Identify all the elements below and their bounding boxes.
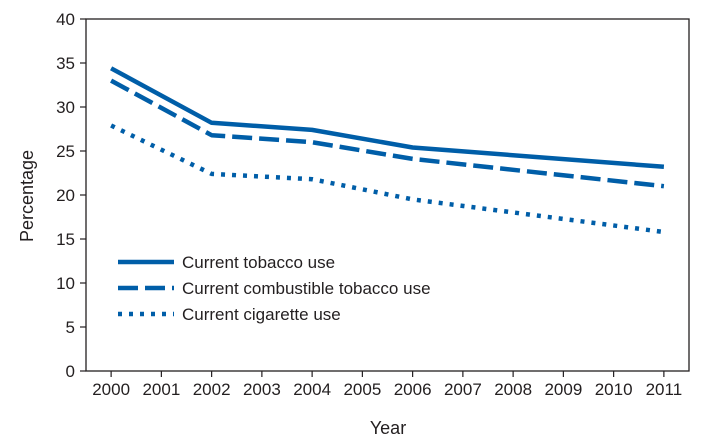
x-tick-label: 2002 — [193, 380, 231, 399]
x-tick-label: 2004 — [293, 380, 331, 399]
x-tick-label: 2007 — [444, 380, 482, 399]
y-tick-label: 35 — [56, 54, 75, 73]
x-axis-ticks: 2000 2001 2002 2003 2004 2005 2006 2007 2008 2009… — [92, 371, 682, 399]
legend-label-2: Current combustible tobacco use — [182, 279, 431, 298]
x-tick-label: 2005 — [343, 380, 381, 399]
x-tick-label: 2008 — [494, 380, 532, 399]
x-tick-label: 2000 — [92, 380, 130, 399]
y-tick-label: 20 — [56, 186, 75, 205]
y-tick-label: 25 — [56, 142, 75, 161]
legend-label-1: Current tobacco use — [182, 253, 335, 272]
series-line-2 — [110, 78, 665, 189]
legend: Current tobacco use Current combustible t… — [118, 253, 431, 324]
legend-label-3: Current cigarette use — [182, 305, 341, 324]
x-tick-label: 2003 — [243, 380, 281, 399]
x-tick-label: 2009 — [544, 380, 582, 399]
y-axis-ticks: 0 5 10 15 20 25 30 35 40 — [56, 10, 86, 381]
y-tick-label: 10 — [56, 274, 75, 293]
x-tick-label: 2006 — [394, 380, 432, 399]
y-axis-label: Percentage — [17, 150, 37, 242]
y-tick-label: 5 — [66, 318, 75, 337]
y-tick-label: 15 — [56, 230, 75, 249]
x-tick-label: 2010 — [595, 380, 633, 399]
series-line-1 — [110, 66, 665, 170]
x-axis-label: Year — [370, 418, 406, 438]
series-lines — [110, 66, 665, 235]
y-tick-label: 30 — [56, 98, 75, 117]
x-tick-label: 2011 — [646, 380, 683, 399]
y-tick-label: 0 — [66, 362, 75, 381]
x-tick-label: 2001 — [142, 380, 180, 399]
y-tick-label: 40 — [56, 10, 75, 29]
series-line-3 — [110, 123, 665, 235]
